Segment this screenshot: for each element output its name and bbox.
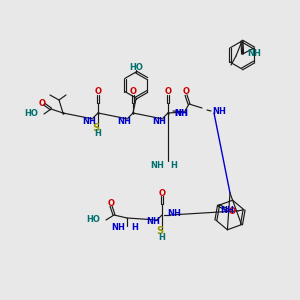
Text: NH: NH <box>150 161 164 170</box>
Text: S: S <box>156 226 164 236</box>
Text: S: S <box>92 123 100 133</box>
Text: H: H <box>159 232 165 242</box>
Text: NH: NH <box>248 49 261 58</box>
Text: O: O <box>158 188 166 197</box>
Text: O: O <box>130 88 136 97</box>
Text: HO: HO <box>129 64 143 73</box>
Text: HO: HO <box>86 215 100 224</box>
Text: NH: NH <box>167 208 181 217</box>
Text: NH: NH <box>111 224 125 232</box>
Text: O: O <box>164 88 172 97</box>
Text: NH: NH <box>174 110 188 118</box>
Text: H: H <box>131 224 138 232</box>
Text: O: O <box>38 100 46 109</box>
Text: O: O <box>94 88 101 97</box>
Text: NH: NH <box>117 116 131 125</box>
Text: O: O <box>182 88 190 97</box>
Text: NH: NH <box>220 206 234 215</box>
Text: H: H <box>94 130 101 139</box>
Text: O: O <box>107 199 115 208</box>
Text: NH: NH <box>174 110 188 118</box>
Text: HO: HO <box>24 110 38 118</box>
Text: H: H <box>170 161 177 170</box>
Text: NH: NH <box>146 218 160 226</box>
Text: O: O <box>229 207 236 216</box>
Text: NH: NH <box>212 106 226 116</box>
Text: NH: NH <box>82 116 96 125</box>
Text: NH: NH <box>152 116 166 125</box>
